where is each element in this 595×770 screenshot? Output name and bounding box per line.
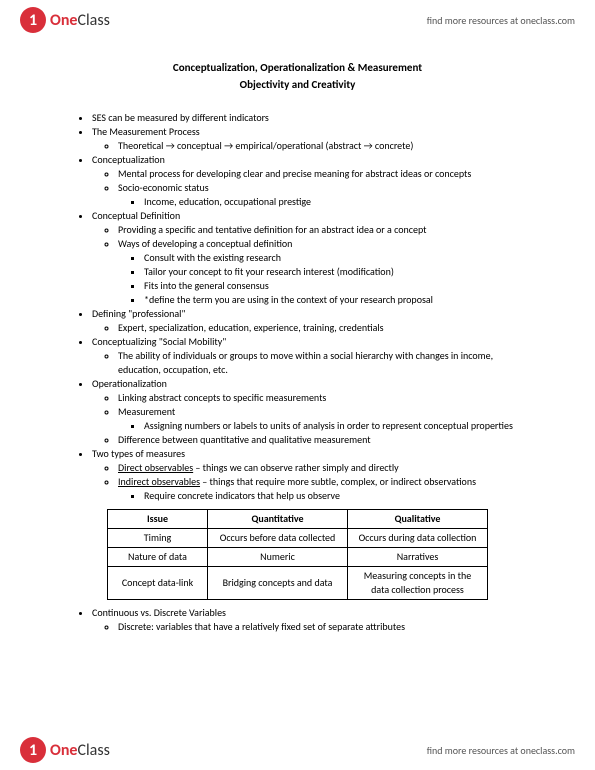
list-item: The ability of individuals or groups to … <box>118 349 525 377</box>
brand-class: Class <box>77 11 109 30</box>
list-item: Ways of developing a conceptual definiti… <box>118 237 525 307</box>
list-item: Operationalization Linking abstract conc… <box>92 377 525 447</box>
list-item: Tailor your concept to fit your research… <box>144 265 525 279</box>
table-header: Issue <box>108 509 208 528</box>
list-item: Continuous vs. Discrete Variables Discre… <box>92 606 525 634</box>
list-item: Expert, specialization, education, exper… <box>118 321 525 335</box>
list-item: Difference between quantitative and qual… <box>118 433 525 447</box>
list-item: Theoretical → conceptual → empirical/ope… <box>118 139 525 153</box>
list-item: Defining "professional" Expert, speciali… <box>92 307 525 335</box>
underlined-term: Indirect observables <box>118 475 200 488</box>
list-item: Fits into the general consensus <box>144 279 525 293</box>
list-item: Indirect observables – things that requi… <box>118 475 525 503</box>
list-item: Require concrete indicators that help us… <box>144 489 525 503</box>
list-item: Income, education, occupational prestige <box>144 195 525 209</box>
table-header: Quantitative <box>208 509 348 528</box>
page-subtitle: Objectivity and Creativity <box>70 77 525 92</box>
page-title: Conceptualization, Operationalization & … <box>70 60 525 75</box>
table-cell: Nature of data <box>108 547 208 566</box>
list-item: The Measurement Process Theoretical → co… <box>92 125 525 153</box>
list-item: Measurement Assigning numbers or labels … <box>118 405 525 433</box>
brand-name: OneClass <box>50 741 110 760</box>
list-item: Providing a specific and tentative defin… <box>118 223 525 237</box>
table-row: Concept data-link Bridging concepts and … <box>108 566 488 599</box>
list-item: Socio-economic status Income, education,… <box>118 181 525 209</box>
comparison-table: Issue Quantitative Qualitative Timing Oc… <box>107 509 488 600</box>
table-cell: Bridging concepts and data <box>208 566 348 599</box>
brand-logo: 1 OneClass <box>20 737 110 763</box>
brand-one: One <box>50 11 77 30</box>
list-item: Conceptualizing "Social Mobility" The ab… <box>92 335 525 377</box>
one-icon: 1 <box>20 7 46 33</box>
brand-class: Class <box>77 741 109 760</box>
table-cell: Concept data-link <box>108 566 208 599</box>
table-cell: Narratives <box>348 547 488 566</box>
footer-link[interactable]: find more resources at oneclass.com <box>427 744 575 757</box>
list-item: *define the term you are using in the co… <box>144 293 525 307</box>
page-footer: 1 OneClass find more resources at onecla… <box>0 730 595 770</box>
table-row: Issue Quantitative Qualitative <box>108 509 488 528</box>
list-item: SES can be measured by different indicat… <box>92 111 525 125</box>
list-item: Linking abstract concepts to specific me… <box>118 391 525 405</box>
document-body: Conceptualization, Operationalization & … <box>0 40 595 684</box>
table-cell: Occurs before data collected <box>208 528 348 547</box>
list-item: Conceptualization Mental process for dev… <box>92 153 525 209</box>
table-cell: Timing <box>108 528 208 547</box>
brand-name: OneClass <box>50 11 110 30</box>
table-header: Qualitative <box>348 509 488 528</box>
table-cell: Occurs during data collection <box>348 528 488 547</box>
table-row: Timing Occurs before data collected Occu… <box>108 528 488 547</box>
brand-one: One <box>50 741 77 760</box>
page-header: 1 OneClass find more resources at onecla… <box>0 0 595 40</box>
header-link[interactable]: find more resources at oneclass.com <box>427 14 575 27</box>
list-item: Conceptual Definition Providing a specif… <box>92 209 525 307</box>
table-cell: Numeric <box>208 547 348 566</box>
list-item: Direct observables – things we can obser… <box>118 461 525 475</box>
list-item: Mental process for developing clear and … <box>118 167 525 181</box>
list-item: Consult with the existing research <box>144 251 525 265</box>
list-item: Discrete: variables that have a relative… <box>118 620 525 634</box>
table-cell: Measuring concepts in the data collectio… <box>348 566 488 599</box>
brand-logo: 1 OneClass <box>20 7 110 33</box>
list-item: Assigning numbers or labels to units of … <box>144 419 525 433</box>
table-row: Nature of data Numeric Narratives <box>108 547 488 566</box>
list-item: Two types of measures Direct observables… <box>92 447 525 503</box>
one-icon: 1 <box>20 737 46 763</box>
underlined-term: Direct observables <box>118 461 193 474</box>
